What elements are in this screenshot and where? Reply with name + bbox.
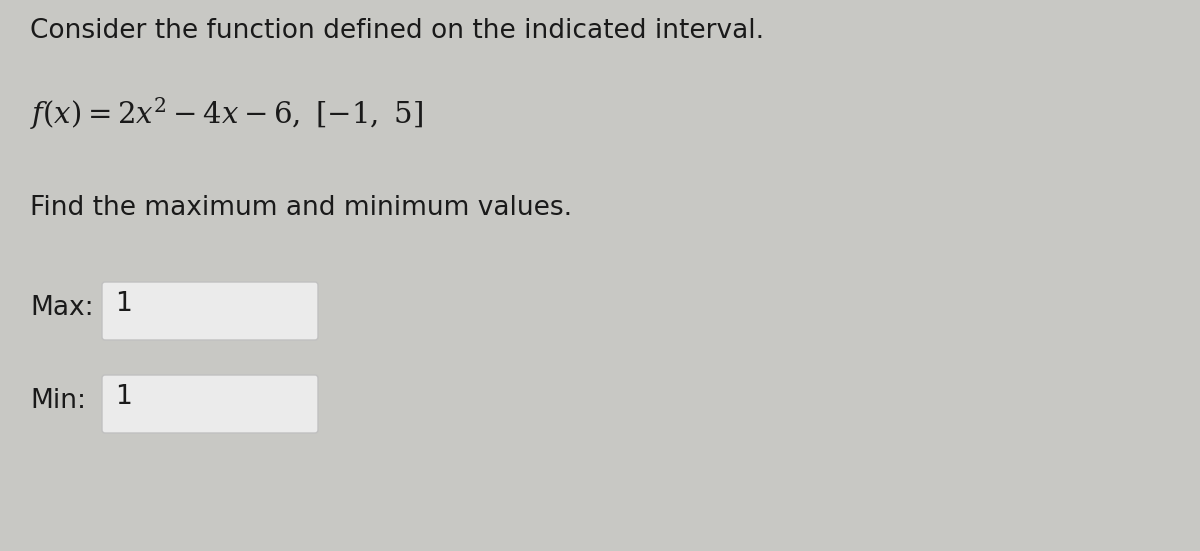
Text: 1: 1 bbox=[115, 384, 132, 410]
FancyBboxPatch shape bbox=[102, 282, 318, 340]
Text: Max:: Max: bbox=[30, 295, 94, 321]
Text: Consider the function defined on the indicated interval.: Consider the function defined on the ind… bbox=[30, 18, 764, 44]
FancyBboxPatch shape bbox=[102, 375, 318, 433]
Text: Find the maximum and minimum values.: Find the maximum and minimum values. bbox=[30, 195, 572, 221]
Text: $f(x) = 2x^2 - 4x - 6,\ [-1,\ 5]$: $f(x) = 2x^2 - 4x - 6,\ [-1,\ 5]$ bbox=[30, 95, 424, 132]
Text: Min:: Min: bbox=[30, 388, 86, 414]
Text: 1: 1 bbox=[115, 291, 132, 317]
